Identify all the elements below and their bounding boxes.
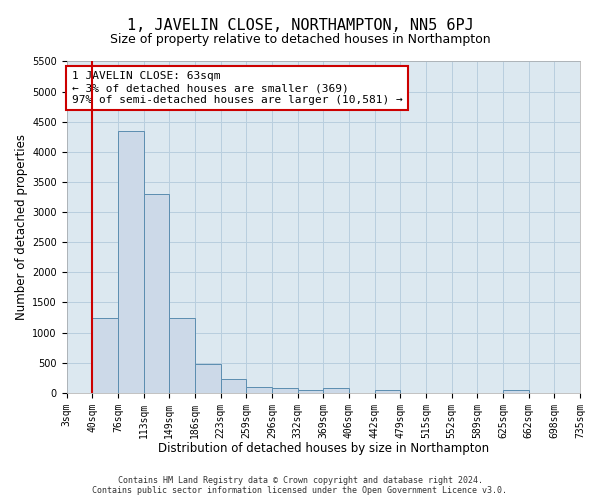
Text: 1, JAVELIN CLOSE, NORTHAMPTON, NN5 6PJ: 1, JAVELIN CLOSE, NORTHAMPTON, NN5 6PJ <box>127 18 473 32</box>
Text: Size of property relative to detached houses in Northampton: Size of property relative to detached ho… <box>110 32 490 46</box>
Y-axis label: Number of detached properties: Number of detached properties <box>15 134 28 320</box>
Bar <box>272 388 298 393</box>
Bar <box>247 387 272 393</box>
Bar <box>143 194 169 393</box>
Bar <box>221 380 247 393</box>
Text: Contains HM Land Registry data © Crown copyright and database right 2024.
Contai: Contains HM Land Registry data © Crown c… <box>92 476 508 495</box>
Bar <box>169 318 195 393</box>
X-axis label: Distribution of detached houses by size in Northampton: Distribution of detached houses by size … <box>158 442 489 455</box>
Bar <box>503 390 529 393</box>
Text: 1 JAVELIN CLOSE: 63sqm
← 3% of detached houses are smaller (369)
97% of semi-det: 1 JAVELIN CLOSE: 63sqm ← 3% of detached … <box>72 72 403 104</box>
Bar <box>298 390 323 393</box>
Bar <box>374 390 400 393</box>
Bar <box>118 131 143 393</box>
Bar <box>323 388 349 393</box>
Bar <box>195 364 221 393</box>
Bar <box>92 318 118 393</box>
